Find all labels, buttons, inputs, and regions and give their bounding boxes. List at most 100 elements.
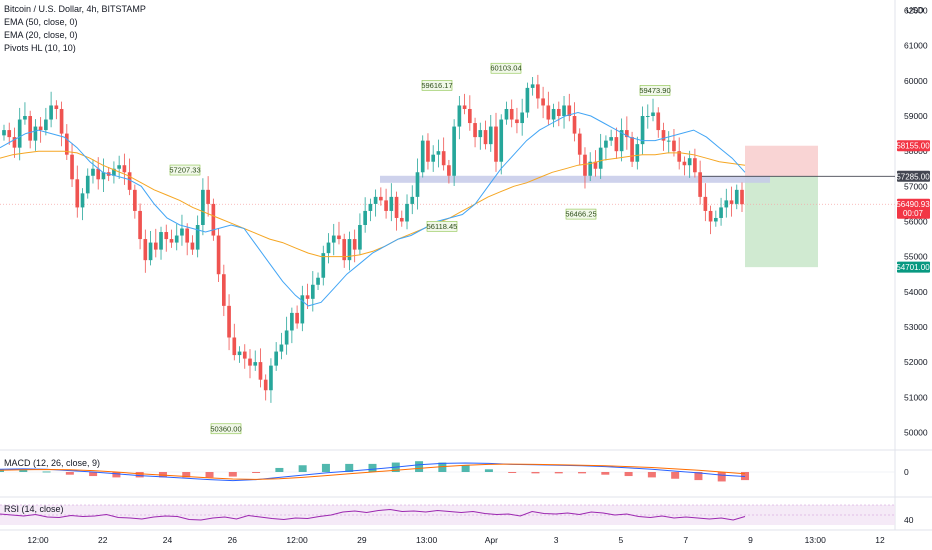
candle-body [232,337,237,356]
candle-body [583,154,587,176]
candle-body [28,116,33,141]
candle-body [672,140,676,152]
price-tag-countdown: 00:07 [903,209,924,218]
macd-histogram-bar [321,463,330,472]
macd-histogram-bar [415,461,424,472]
candle-body [242,351,247,359]
x-tick-label: 12:00 [286,535,308,545]
candle-body [143,239,148,261]
y-tick-label: 54000 [904,287,928,297]
candle-body [96,168,101,180]
candle-body [12,137,17,148]
macd-histogram-bar [252,472,261,473]
price-tag-label: 58155.00 [896,142,930,151]
candle-body [216,235,221,275]
pivot-label-box [565,208,597,220]
x-tick-label: 22 [98,535,108,545]
candle-body [556,108,561,117]
candle-body [693,158,697,173]
candle-body [211,203,216,236]
candle-body [515,119,519,124]
x-tick-label: 5 [619,535,624,545]
candle-body [80,193,85,208]
candle-body [593,161,598,169]
candle-body [703,196,708,211]
candle-body [284,330,289,345]
x-tick-label: 7 [683,535,688,545]
price-tag-label: 56490.93 [896,200,930,209]
pivot-label-box [490,62,522,74]
y-tick-label: 62000 [904,6,928,16]
candle-body [17,119,22,148]
candle-body [724,200,729,208]
candle-body [269,365,273,391]
candle-body [352,239,357,250]
macd-histogram-bar [19,469,28,472]
candle-body [138,210,142,240]
candle-body [185,228,190,243]
candle-body [263,379,268,391]
x-tick-label: 26 [228,535,238,545]
macd-histogram-bar [89,472,98,477]
candle-body [488,126,493,145]
candle-body [478,130,483,138]
candle-body [530,84,535,88]
macd-histogram-bar [205,472,214,478]
candle-body [70,154,74,180]
candle-body [577,133,582,155]
macd-signal-line [0,463,746,480]
candle-body [258,362,263,380]
candle-body [698,172,702,197]
ema50-line [0,150,746,258]
candle-body [368,203,373,211]
candle-body [441,151,446,166]
candle-body [734,189,739,204]
candle-body [174,235,179,243]
macd-histogram-bar [717,472,726,482]
candle-body [551,108,556,120]
candle-body [494,126,498,162]
candle-body [326,242,331,254]
candle-body [342,239,347,261]
candle-body [23,116,27,120]
candle-body [410,196,415,204]
candle-body [227,305,231,338]
x-tick-label: 3 [554,535,559,545]
candle-body [112,168,116,176]
rsi-label: RSI (14, close) [4,504,64,514]
pivot-label: 59616.17 [421,81,452,90]
candle-body [195,225,200,250]
price-tag [897,170,930,182]
rsi-band [0,505,895,525]
y-tick-label: 53000 [904,322,928,332]
candle-body [399,217,404,222]
macd-histogram-bar [508,472,517,473]
candle-body [127,172,132,190]
legend-pivots: Pivots HL (10, 10) [4,43,76,53]
candle-body [253,362,258,366]
stop-loss-zone [745,145,818,177]
candle-body [687,158,692,166]
candle-body [588,161,593,176]
candle-body [373,196,378,204]
candle-body [504,108,509,120]
y-tick-label: 51000 [904,392,928,402]
candle-body [153,242,158,250]
candle-body [274,351,279,366]
candle-body [562,105,566,117]
candle-body [431,154,436,162]
candle-body [483,130,488,145]
y-tick-label: 57000 [904,181,928,191]
candle-body [133,189,137,211]
candle-body [201,189,205,225]
pivot-label-box [639,85,671,96]
candle-body [206,189,210,204]
candle-body [75,179,80,208]
candle-body [180,228,184,236]
candle-body [536,84,540,99]
candle-body [598,147,603,169]
pivot-label: 50360.00 [210,424,241,433]
candle-body [682,161,687,166]
macd-histogram-bar [578,472,587,474]
